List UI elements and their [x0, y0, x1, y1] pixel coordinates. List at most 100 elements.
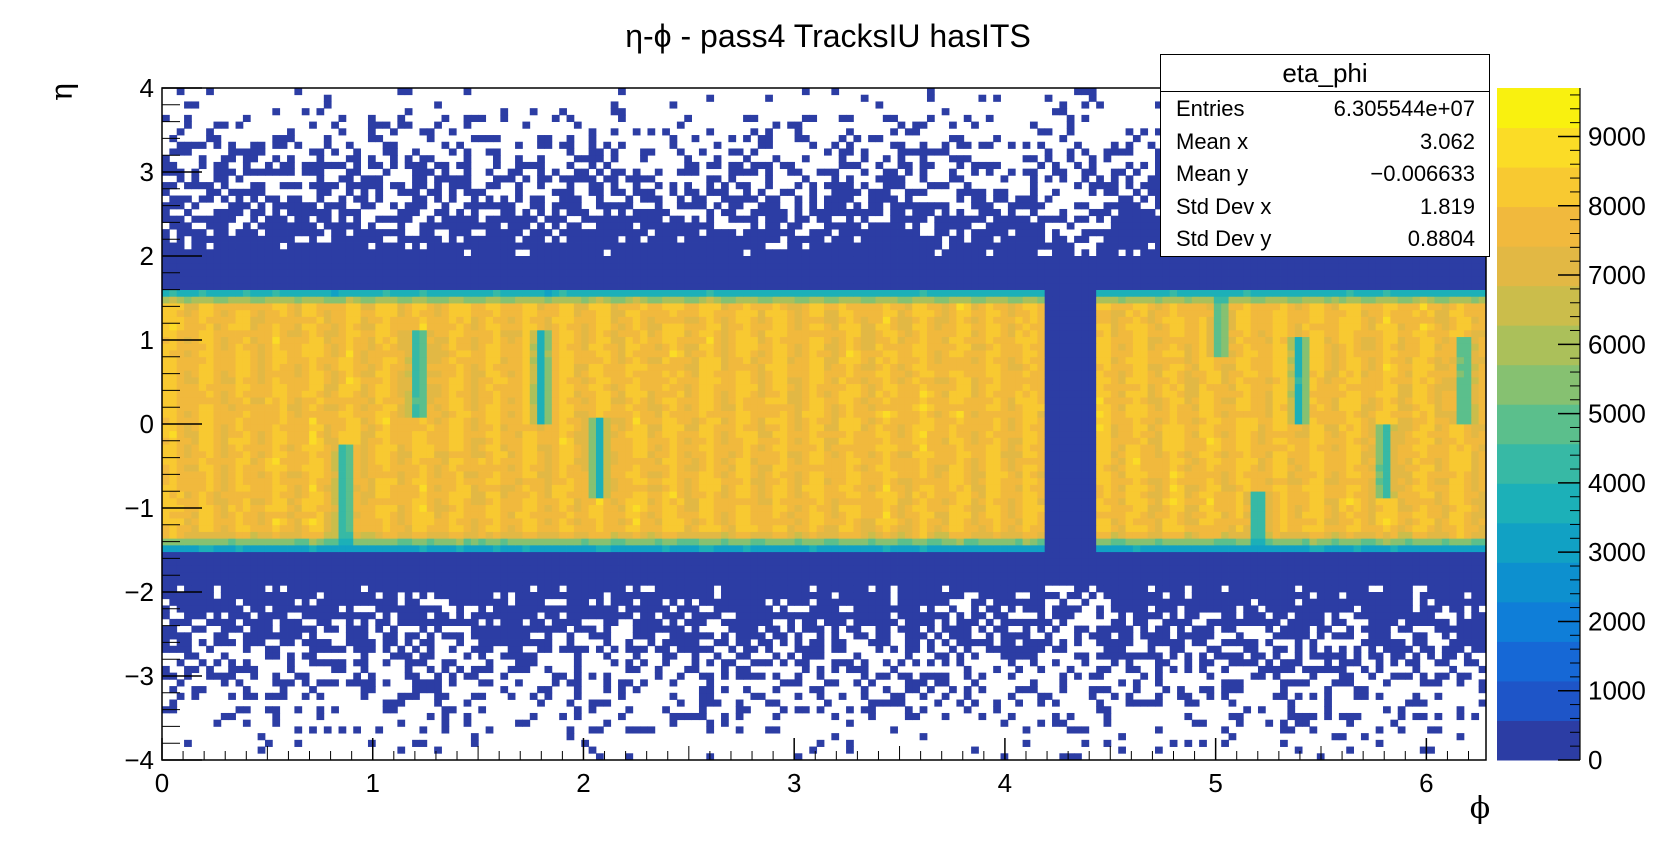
heatmap-cell [868, 679, 876, 687]
heatmap-cell [713, 538, 722, 546]
heatmap-cell [1177, 639, 1185, 647]
heatmap-cell [1434, 565, 1443, 573]
heatmap-cell [993, 625, 1001, 633]
heatmap-cell [735, 497, 744, 506]
heatmap-cell [860, 538, 869, 546]
heatmap-cell [1324, 712, 1332, 721]
heatmap-cell [713, 565, 722, 573]
heatmap-cell [184, 558, 192, 566]
heatmap-cell [242, 706, 251, 714]
heatmap-cell [654, 531, 663, 539]
heatmap-cell [1294, 531, 1303, 539]
heatmap-cell [1000, 585, 1009, 593]
heatmap-cell [985, 618, 994, 626]
heatmap-cell [1074, 524, 1082, 532]
heatmap-cell [1103, 639, 1112, 647]
heatmap-cell [566, 618, 575, 626]
heatmap-cell [1338, 511, 1347, 519]
heatmap-cell [500, 491, 509, 499]
heatmap-cell [801, 538, 810, 546]
heatmap-cell [515, 625, 523, 633]
heatmap-cell [1280, 592, 1288, 600]
heatmap-cell [1228, 518, 1237, 526]
heatmap-cell [1427, 477, 1435, 485]
heatmap-cell [743, 672, 751, 680]
heatmap-cell [890, 692, 898, 700]
heatmap-cell [338, 659, 347, 667]
heatmap-cell [985, 544, 994, 553]
heatmap-cell [573, 672, 582, 680]
heatmap-cell [191, 612, 200, 620]
heatmap-cell [1015, 686, 1023, 694]
heatmap-cell [971, 484, 979, 492]
heatmap-cell [926, 571, 935, 579]
heatmap-cell [500, 585, 509, 593]
heatmap-cell [1125, 665, 1134, 674]
heatmap-cell [257, 538, 266, 546]
heatmap-cell [978, 491, 987, 499]
heatmap-cell [456, 565, 464, 573]
heatmap-cell [654, 484, 663, 492]
heatmap-cell [1118, 497, 1126, 506]
heatmap-cell [1383, 645, 1391, 653]
heatmap-cell [1250, 639, 1259, 647]
heatmap-cell [1434, 659, 1443, 667]
heatmap-cell [1184, 712, 1193, 721]
heatmap-cell [1110, 565, 1119, 573]
heatmap-cell [632, 592, 641, 600]
heatmap-cell [1257, 504, 1266, 512]
heatmap-cell [721, 477, 729, 485]
heatmap-cell [257, 551, 266, 559]
heatmap-cell [1257, 592, 1266, 600]
heatmap-cell [198, 538, 207, 546]
heatmap-cell [463, 538, 472, 546]
heatmap-cell [809, 578, 818, 586]
heatmap-cell [750, 592, 759, 600]
heatmap-cell [309, 524, 317, 532]
heatmap-cell [515, 639, 523, 647]
heatmap-cell [198, 612, 207, 620]
heatmap-cell [1427, 504, 1435, 512]
heatmap-cell [463, 672, 472, 680]
heatmap-cell [728, 585, 737, 593]
heatmap-cell [228, 497, 236, 506]
heatmap-cell [1147, 538, 1156, 546]
heatmap-cell [956, 551, 965, 559]
heatmap-cell [360, 679, 369, 687]
heatmap-cell [1081, 652, 1090, 660]
heatmap-cell [1405, 491, 1413, 499]
heatmap-cell [1037, 511, 1046, 519]
heatmap-cell [353, 598, 361, 606]
heatmap-cell [1029, 679, 1038, 687]
heatmap-cell [588, 706, 597, 714]
heatmap-cell [228, 592, 236, 600]
heatmap-cell [169, 531, 178, 539]
heatmap-cell [890, 578, 898, 586]
heatmap-cell [1103, 484, 1112, 492]
heatmap-cell [404, 518, 413, 526]
heatmap-cell [1110, 578, 1119, 586]
heatmap-cell [1471, 632, 1480, 640]
heatmap-cell [640, 477, 648, 485]
heatmap-cell [963, 565, 972, 573]
heatmap-cell [566, 612, 575, 620]
heatmap-cell [257, 571, 266, 579]
heatmap-cell [169, 477, 178, 485]
heatmap-cell [824, 531, 832, 539]
heatmap-cell [367, 538, 376, 546]
heatmap-cell [544, 578, 553, 586]
heatmap-cell [985, 571, 994, 579]
heatmap-cell [279, 538, 288, 546]
heatmap-cell [1147, 518, 1156, 526]
heatmap-cell [1412, 692, 1421, 700]
heatmap-cell [375, 625, 384, 633]
heatmap-cell [434, 477, 442, 485]
heatmap-cell [1368, 544, 1377, 553]
heatmap-cell [404, 531, 413, 539]
heatmap-cell [529, 652, 538, 660]
heatmap-cell [1324, 477, 1332, 485]
heatmap-cell [220, 679, 229, 687]
heatmap-cell [610, 605, 619, 613]
heatmap-cell [316, 639, 325, 647]
heatmap-cell [1324, 484, 1332, 492]
